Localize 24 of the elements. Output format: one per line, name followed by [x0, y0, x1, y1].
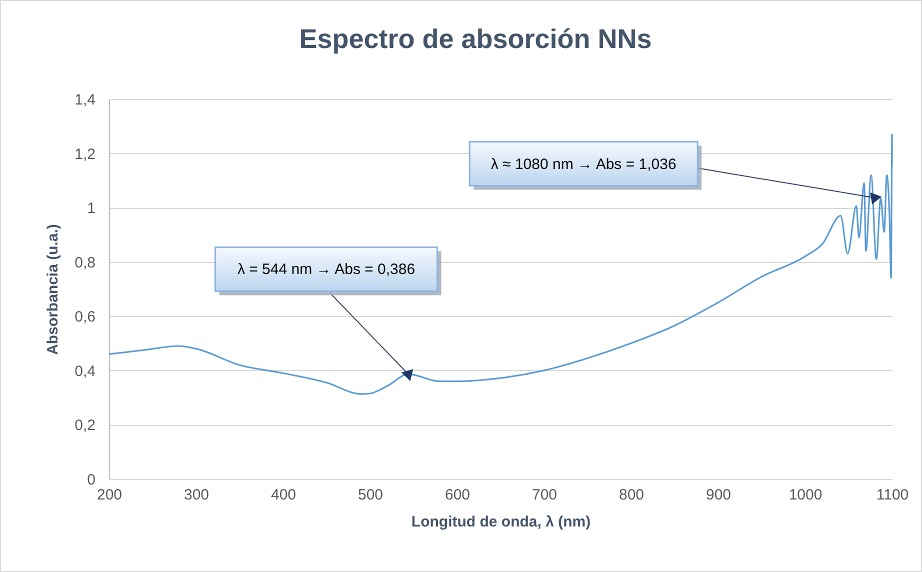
y-tick-label: 1,2	[74, 146, 96, 163]
chart-title: Espectro de absorción NNs	[299, 24, 652, 54]
x-tick-label: 1000	[788, 486, 822, 504]
x-tick-label: 900	[706, 486, 732, 504]
x-tick-label: 300	[184, 486, 210, 504]
y-tick-label: 1,4	[74, 92, 96, 108]
y-tick-label: 0,2	[74, 417, 96, 434]
annotation: λ ≈ 1080 nm → Abs = 1,036	[490, 156, 676, 173]
y-tick-label: 0,6	[74, 308, 96, 326]
x-tick-label: 1100	[876, 486, 909, 504]
x-tick-label: 700	[532, 486, 558, 504]
y-tick-label: 0,4	[74, 362, 96, 380]
x-tick-label: 200	[96, 486, 122, 504]
y-tick-label: 0	[87, 472, 96, 488]
x-tick-label: 500	[358, 486, 384, 504]
x-tick-label: 800	[618, 486, 644, 504]
y-tick-label: 1	[87, 200, 96, 218]
x-tick-label: 400	[270, 486, 296, 504]
x-axis-title: Longitud de onda, λ (nm)	[411, 514, 591, 530]
y-tick-label: 0,8	[74, 254, 96, 272]
y-axis-title: Absorbancia (u.a.)	[44, 224, 62, 355]
line-series	[108, 133, 893, 395]
annotation: λ = 544 nm → Abs = 0,386	[237, 261, 416, 278]
x-tick-label: 600	[444, 486, 470, 504]
